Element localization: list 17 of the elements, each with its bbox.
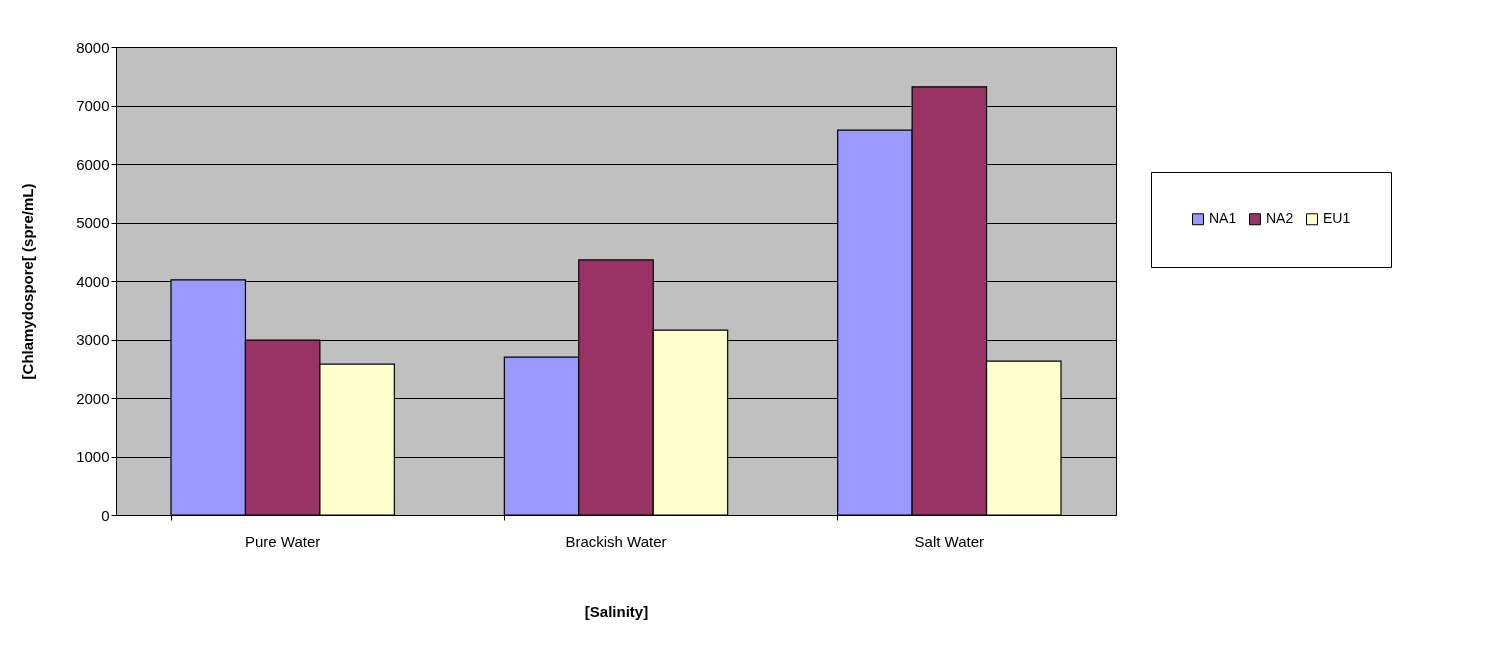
y-tick-label: 6000: [76, 155, 110, 173]
x-tick-label: Salt Water: [914, 532, 985, 550]
y-tick-label: 1000: [76, 448, 110, 465]
x-axis-title: [Salinity]: [584, 602, 649, 620]
y-tick-label: 7000: [76, 97, 110, 114]
legend-label: NA2: [1266, 210, 1294, 227]
y-axis-title: [Chlamydospore[ (spre/mL): [19, 183, 37, 380]
legend-label: EU1: [1323, 210, 1351, 227]
legend-label: NA1: [1209, 210, 1237, 227]
y-tick-label: 0: [101, 506, 110, 524]
x-tick-label: Pure Water: [245, 532, 321, 550]
y-tick-label: 4000: [76, 272, 110, 290]
y-tick-label: 5000: [76, 214, 110, 231]
x-tick-label: Brackish Water: [565, 532, 667, 550]
y-tick-label: 3000: [76, 331, 110, 348]
y-tick-label: 2000: [76, 389, 110, 407]
y-tick-label: 8000: [76, 38, 110, 56]
